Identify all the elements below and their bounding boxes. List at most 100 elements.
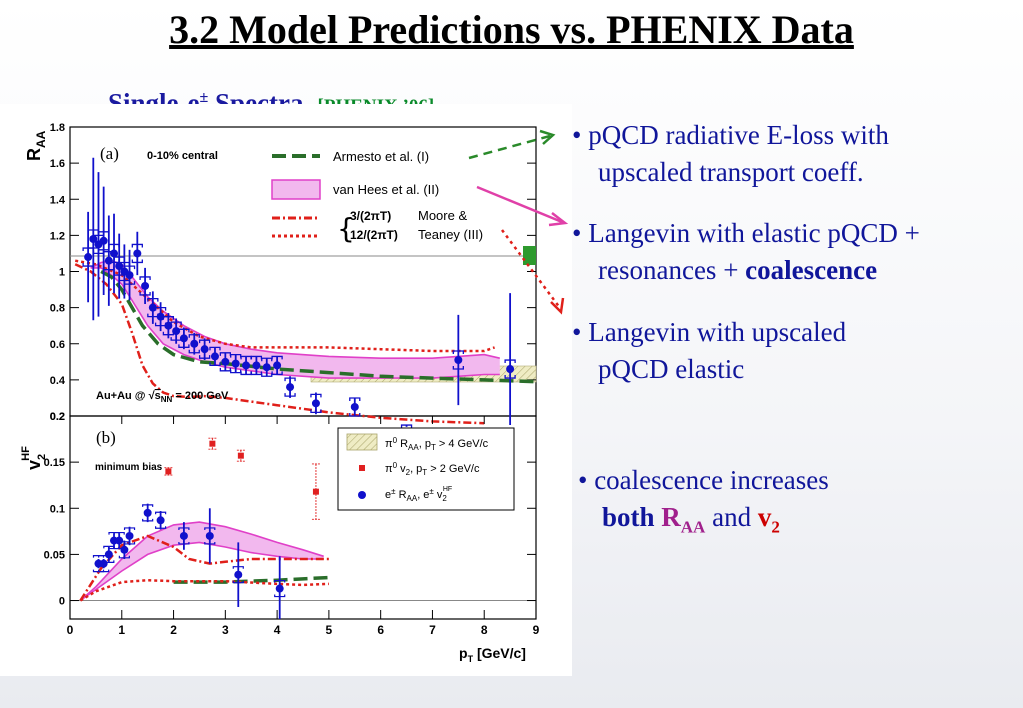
legend-armesto-label: Armesto et al. (I)	[333, 149, 429, 164]
a-data-point	[262, 363, 271, 372]
b-data-syst-bracket	[142, 504, 154, 522]
bullet-3: • Langevin with upscaled pQCD elastic	[572, 314, 846, 388]
b-pi0-point	[237, 452, 244, 459]
b-moore-12-curve	[79, 578, 329, 602]
system-prefix: Au+Au @	[96, 390, 149, 402]
a-data-syst-bracket	[452, 350, 464, 370]
panel-a-data	[82, 157, 516, 444]
a-ytick-label: 1.6	[50, 158, 65, 170]
a-data-point	[172, 327, 181, 336]
legend-band-label: π0 RAA, pT > 4 GeV/c	[385, 436, 489, 452]
a-data-point	[252, 361, 261, 370]
b-data-point	[99, 559, 108, 568]
b-data-syst-bracket	[155, 511, 167, 529]
legend-pi0-label: π0 v2, pT > 2 GeV/c	[385, 461, 480, 477]
arrow-moore	[500, 229, 562, 309]
b-data-syst-bracket	[274, 579, 286, 598]
centrality-label: 0-10% central	[147, 150, 218, 162]
bullet-4-v2: v2	[758, 502, 780, 536]
a-data-point	[179, 334, 188, 343]
raa-main: R	[661, 502, 681, 532]
x-axis-label: pT [GeV/c]	[459, 645, 526, 664]
ylabel-b-main: v	[24, 460, 44, 470]
system-sqrt: s	[155, 390, 161, 402]
normalization-box	[523, 246, 536, 265]
b-vanhees-lower	[79, 541, 324, 602]
system-suffix: = 200 GeV	[172, 390, 229, 402]
system-sub: NN	[161, 395, 173, 404]
a-data-point	[156, 312, 165, 321]
legend-moore-name1: Moore &	[418, 208, 467, 223]
b-xtick-label: 6	[377, 623, 384, 637]
b-pi0-errorbar	[236, 449, 245, 462]
a-data-point	[99, 236, 108, 245]
b-data-point	[234, 570, 243, 579]
panel-a-ylabel: RAA	[24, 130, 48, 161]
legend-vanhees-label: van Hees et al. (II)	[333, 182, 439, 197]
b-data-point	[104, 550, 113, 559]
a-data-syst-bracket	[310, 393, 322, 414]
lb-a: π	[385, 438, 393, 450]
a-ytick-label: 1.4	[50, 194, 66, 206]
ylabel-b-sup: HF	[20, 446, 32, 461]
b-xtick-label: 4	[274, 623, 281, 637]
lb-c: , p	[419, 438, 431, 450]
le-sup3: HF	[443, 486, 452, 493]
bullet-4-line1: • coalescence increases	[578, 465, 829, 495]
b-xtick-label: 8	[481, 623, 488, 637]
a-data-syst-bracket	[271, 355, 283, 376]
bullet-2-line2b: coalescence	[745, 255, 878, 285]
a-data-point	[125, 271, 134, 280]
le-c: , e	[417, 489, 429, 501]
a-vanhees-band	[90, 260, 500, 379]
lb-sub2: T	[431, 443, 436, 452]
bullet-2-line2: resonances + coalescence	[572, 252, 920, 289]
a-data-syst-bracket	[198, 339, 211, 359]
legend-moore-name2: Teaney (III)	[418, 227, 483, 242]
a-data-syst-bracket	[188, 334, 200, 354]
b-data-point	[120, 545, 129, 554]
legend-brace: {	[337, 212, 355, 245]
le-sub3: 2	[442, 494, 447, 503]
b-xtick-label: 2	[170, 623, 177, 637]
a-data-point	[286, 383, 295, 392]
b-xtick-label: 5	[326, 623, 333, 637]
lp-c: , p	[410, 463, 422, 475]
a-data-point	[221, 357, 230, 366]
bullet-4-raa: RAA	[661, 502, 705, 536]
b-data-syst-bracket	[232, 566, 244, 584]
panel-b-yticks: 0 0.05 0.1 0.15 0.2	[44, 411, 536, 608]
legend-vanhees-swatch	[271, 179, 321, 200]
a-data-syst-bracket	[349, 397, 361, 417]
ylabel-a-sub: AA	[34, 130, 48, 148]
b-data-point	[125, 531, 134, 540]
lp-a: π	[385, 463, 393, 475]
b-pi0-errorbar	[208, 437, 217, 450]
bullet-4-line2: both RAA and v2	[578, 499, 829, 545]
b-ytick-label: 0.1	[50, 503, 65, 515]
bullet-2-line1: • Langevin with elastic pQCD +	[572, 218, 920, 248]
legend-e-marker	[358, 491, 366, 499]
bullet-3-line1: • Langevin with upscaled	[572, 317, 847, 347]
b-data-syst-bracket	[123, 527, 136, 545]
bullet-2-line2a: resonances +	[598, 255, 746, 285]
le-sup2: ±	[429, 487, 434, 496]
a-data-point	[115, 262, 124, 271]
a-ytick-label: 1.8	[50, 122, 65, 134]
a-data-point	[242, 361, 251, 370]
b-data-point	[115, 536, 124, 545]
le-sub: AA	[407, 494, 418, 503]
arrow-vanhees-head	[548, 212, 569, 227]
a-ytick-label: 1.2	[50, 230, 65, 242]
a-data-point	[133, 249, 142, 258]
bullet-1: • pQCD radiative E-loss with upscaled tr…	[572, 117, 889, 191]
arrow-moore-head	[550, 297, 565, 315]
b-xtick-label: 1	[118, 623, 125, 637]
legend-e-label: e± RAA, e± v2HF	[385, 486, 452, 503]
a-data-syst-bracket	[504, 359, 516, 379]
le-d: v	[434, 489, 443, 501]
a-data-point	[200, 345, 209, 354]
lp-d: > 2 GeV/c	[427, 463, 480, 475]
b-vanhees-band	[80, 522, 324, 601]
